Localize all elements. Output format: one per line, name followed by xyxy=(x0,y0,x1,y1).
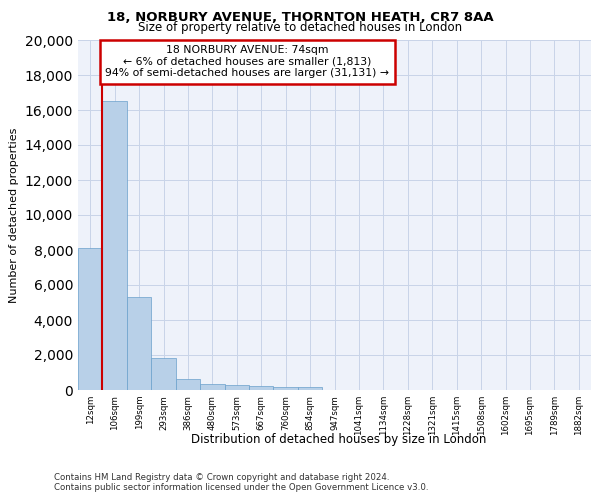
Y-axis label: Number of detached properties: Number of detached properties xyxy=(9,128,19,302)
Bar xyxy=(298,387,322,390)
Text: Contains public sector information licensed under the Open Government Licence v3: Contains public sector information licen… xyxy=(54,482,428,492)
Text: Distribution of detached houses by size in London: Distribution of detached houses by size … xyxy=(191,432,487,446)
Bar xyxy=(274,386,298,390)
Bar xyxy=(176,378,200,390)
Bar xyxy=(78,248,103,390)
Text: Contains HM Land Registry data © Crown copyright and database right 2024.: Contains HM Land Registry data © Crown c… xyxy=(54,472,389,482)
Bar xyxy=(200,384,224,390)
Bar xyxy=(224,386,249,390)
Text: 18 NORBURY AVENUE: 74sqm
← 6% of detached houses are smaller (1,813)
94% of semi: 18 NORBURY AVENUE: 74sqm ← 6% of detache… xyxy=(105,46,389,78)
Text: 18, NORBURY AVENUE, THORNTON HEATH, CR7 8AA: 18, NORBURY AVENUE, THORNTON HEATH, CR7 … xyxy=(107,11,493,24)
Text: Size of property relative to detached houses in London: Size of property relative to detached ho… xyxy=(138,21,462,34)
Bar xyxy=(151,358,176,390)
Bar xyxy=(127,297,151,390)
Bar xyxy=(103,102,127,390)
Bar xyxy=(249,386,274,390)
